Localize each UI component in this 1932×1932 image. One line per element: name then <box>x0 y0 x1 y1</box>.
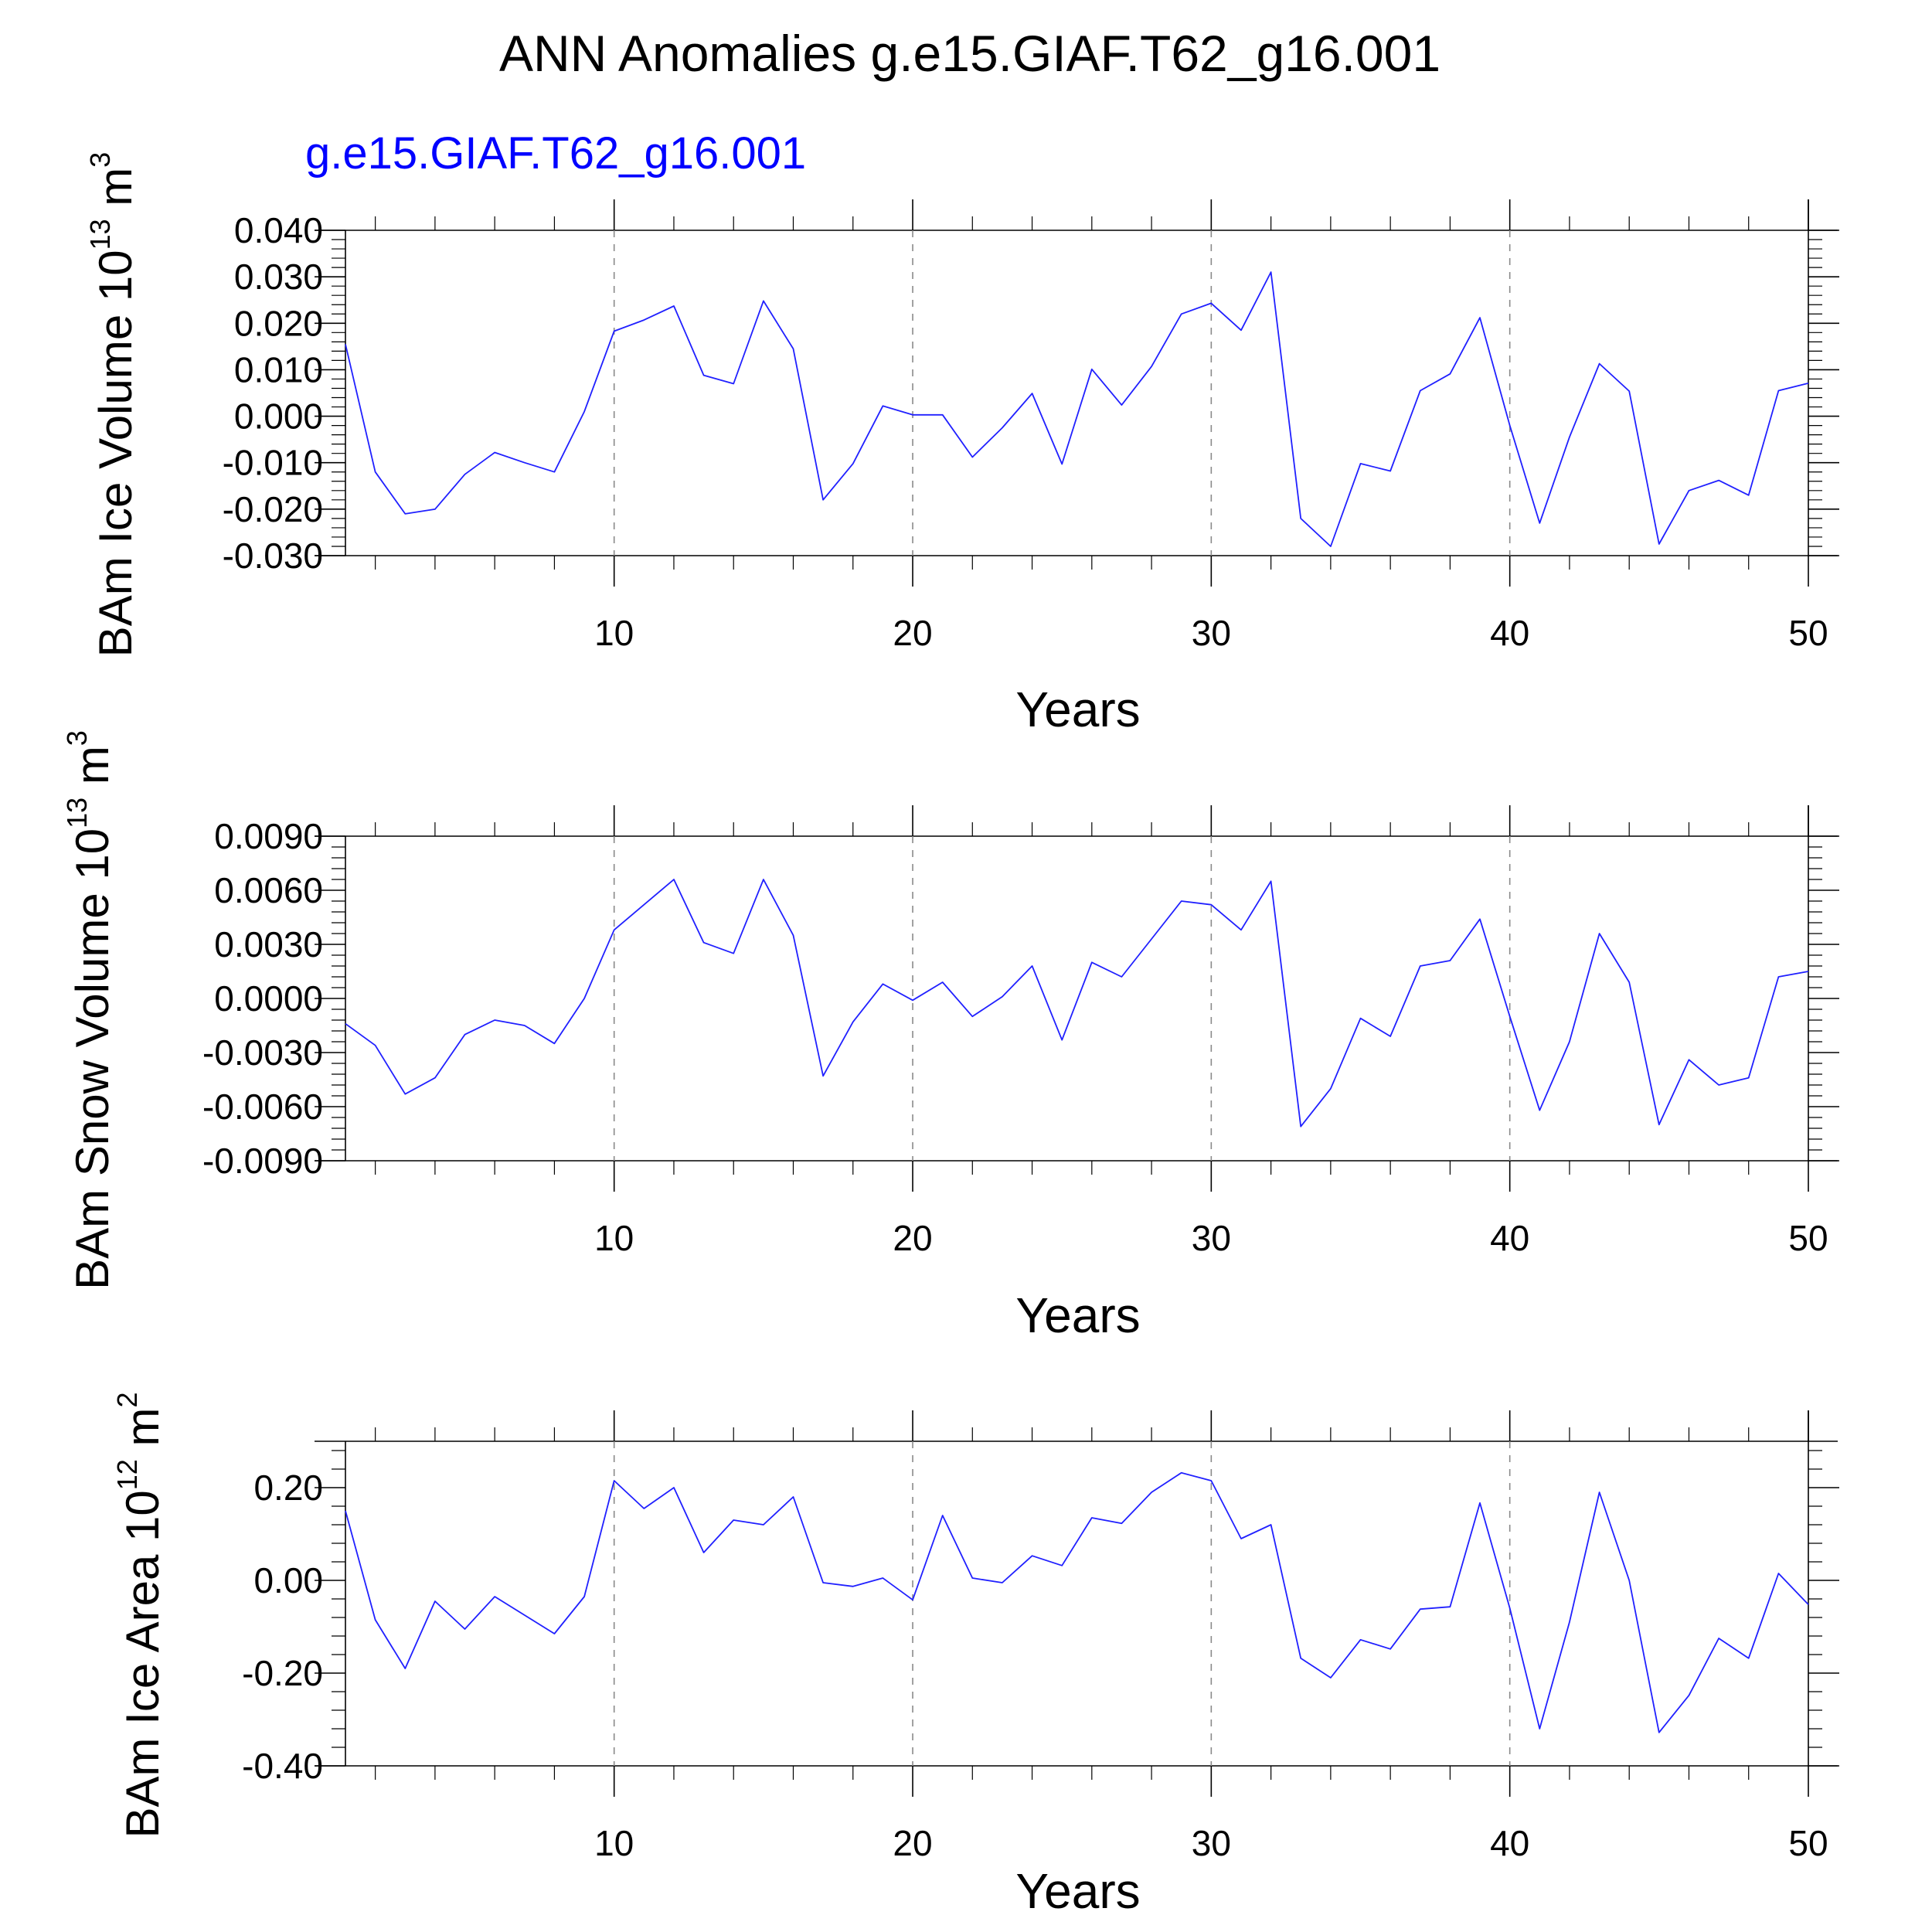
y-tick-label: 0.020 <box>234 303 323 343</box>
x-tick-label: 50 <box>1788 613 1828 653</box>
x-tick-label: 30 <box>1192 1823 1231 1863</box>
y-tick-label: -0.010 <box>223 443 323 483</box>
x-tick-label: 40 <box>1490 1823 1529 1863</box>
chart-panel-2: 10 20 30 40 50 -0.0090 -0.0060 -0.0030 0.0000 0.0… <box>61 730 1839 1343</box>
y-tick-label: -0.0030 <box>202 1032 323 1073</box>
series-line <box>345 271 1809 547</box>
y-tick-label: -0.0090 <box>202 1141 323 1181</box>
series-line <box>345 879 1809 1128</box>
series-line <box>345 1471 1809 1733</box>
y-tick-label: -0.030 <box>223 536 323 576</box>
chart-panels: 10 20 30 40 50 -0.030 -0.020 -0.010 0.000 0.010 0.… <box>61 152 1839 1919</box>
x-axis-title: Years <box>1015 682 1140 737</box>
y-tick-label: 0.0030 <box>214 924 323 964</box>
y-tick-label: -0.0060 <box>202 1087 323 1127</box>
y-tick-label: 0.0060 <box>214 870 323 910</box>
y-tick-label: 0.000 <box>234 396 323 437</box>
y-tick-label: 0.010 <box>234 349 323 389</box>
x-tick-label: 40 <box>1490 613 1529 653</box>
y-tick-label: -0.40 <box>242 1746 323 1786</box>
x-tick-label: 10 <box>594 613 634 653</box>
x-tick-label: 20 <box>893 1823 932 1863</box>
series-subtitle: g.e15.GIAF.T62_g16.001 <box>305 128 806 179</box>
y-axis-title: BAm Ice Volume 1013 m3 <box>84 152 141 658</box>
y-tick-label: 0.040 <box>234 210 323 250</box>
x-axis-title: Years <box>1015 1863 1140 1919</box>
x-tick-label: 50 <box>1788 1218 1828 1258</box>
x-tick-label: 20 <box>893 613 932 653</box>
y-tick-label: 0.00 <box>253 1560 323 1600</box>
y-axis-title: BAm Ice Area 1012 m2 <box>111 1393 168 1838</box>
figure-title: ANN Anomalies g.e15.GIAF.T62_g16.001 <box>499 25 1440 82</box>
x-axis-title: Years <box>1015 1287 1140 1343</box>
x-tick-label: 10 <box>594 1218 634 1258</box>
y-tick-label: 0.0090 <box>214 816 323 856</box>
x-tick-label: 30 <box>1192 1218 1231 1258</box>
y-axis-title: BAm Snow Volume 1013 m3 <box>61 730 118 1290</box>
y-tick-label: 0.20 <box>253 1468 323 1508</box>
y-tick-label: 0.030 <box>234 257 323 297</box>
y-tick-label: -0.020 <box>223 489 323 529</box>
x-tick-label: 20 <box>893 1218 932 1258</box>
y-tick-label: 0.0000 <box>214 978 323 1019</box>
x-tick-label: 40 <box>1490 1218 1529 1258</box>
x-tick-label: 10 <box>594 1823 634 1863</box>
chart-panel-1: 10 20 30 40 50 -0.030 -0.020 -0.010 0.000 0.010 0.… <box>84 152 1839 737</box>
x-tick-label: 50 <box>1788 1823 1828 1863</box>
x-tick-label: 30 <box>1192 613 1231 653</box>
chart-panel-3: 10 20 30 40 50 -0.40 -0.20 0.00 0.20 Years BAm Ice… <box>111 1393 1839 1919</box>
y-tick-label: -0.20 <box>242 1653 323 1693</box>
